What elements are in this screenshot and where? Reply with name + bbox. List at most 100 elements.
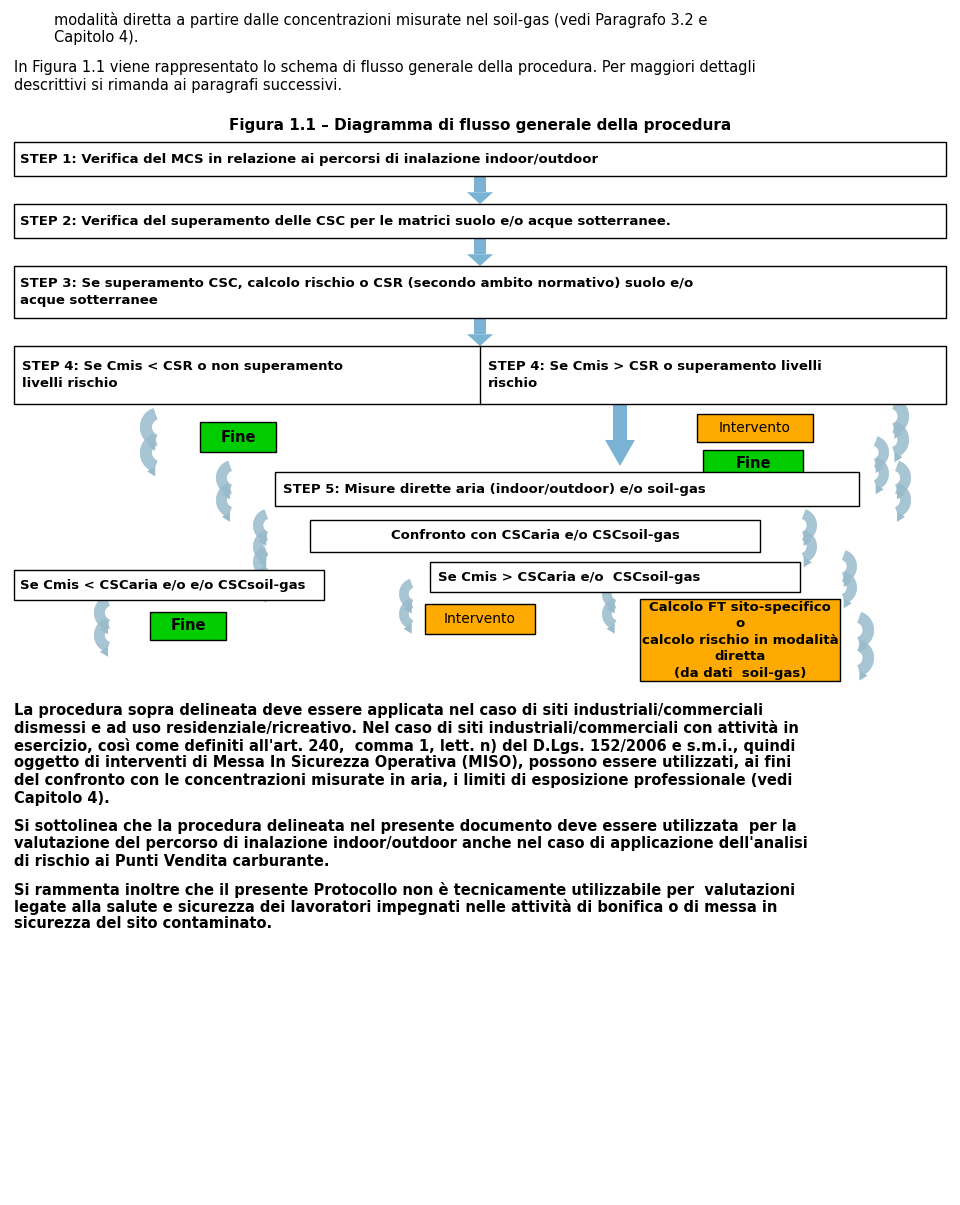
Polygon shape <box>896 462 911 494</box>
Polygon shape <box>474 318 486 334</box>
Polygon shape <box>875 458 889 489</box>
Polygon shape <box>216 462 231 494</box>
Text: Si rammenta inoltre che il presente Protocollo non è tecnicamente utilizzabile p: Si rammenta inoltre che il presente Prot… <box>14 882 795 898</box>
Polygon shape <box>876 463 884 474</box>
Polygon shape <box>399 599 413 629</box>
Polygon shape <box>605 440 635 466</box>
Polygon shape <box>844 598 852 609</box>
Polygon shape <box>603 580 615 609</box>
Polygon shape <box>258 572 266 582</box>
Text: STEP 4: Se Cmis < CSR o non superamento
livelli rischio: STEP 4: Se Cmis < CSR o non superamento … <box>22 360 343 389</box>
Text: legate alla salute e sicurezza dei lavoratori impegnati nelle attività di bonifi: legate alla salute e sicurezza dei lavor… <box>14 899 778 915</box>
FancyBboxPatch shape <box>430 562 800 592</box>
Text: Fine: Fine <box>170 618 205 634</box>
Polygon shape <box>253 531 268 563</box>
FancyBboxPatch shape <box>425 604 535 634</box>
Text: Se Cmis > CSCaria e/o  CSCsoil-gas: Se Cmis > CSCaria e/o CSCsoil-gas <box>438 570 701 583</box>
Text: STEP 2: Verifica del superamento delle CSC per le matrici suolo e/o acque sotter: STEP 2: Verifica del superamento delle C… <box>20 214 671 228</box>
Polygon shape <box>94 618 109 652</box>
Polygon shape <box>467 254 493 266</box>
Polygon shape <box>607 624 614 634</box>
Text: Figura 1.1 – Diagramma di flusso generale della procedura: Figura 1.1 – Diagramma di flusso general… <box>228 118 732 133</box>
Polygon shape <box>607 604 614 613</box>
Polygon shape <box>100 624 108 634</box>
Polygon shape <box>875 436 889 468</box>
Polygon shape <box>843 572 856 604</box>
Polygon shape <box>859 671 868 681</box>
Text: Fine: Fine <box>220 429 255 445</box>
Polygon shape <box>895 429 902 439</box>
Polygon shape <box>258 557 266 568</box>
FancyBboxPatch shape <box>14 266 946 318</box>
Polygon shape <box>253 546 268 577</box>
Text: valutazione del percorso di inalazione indoor/outdoor anche nel caso di applicaz: valutazione del percorso di inalazione i… <box>14 836 807 851</box>
Polygon shape <box>893 422 909 458</box>
Polygon shape <box>258 536 266 546</box>
Polygon shape <box>803 510 817 541</box>
Text: modalità diretta a partire dalle concentrazioni misurate nel soil-gas (vedi Para: modalità diretta a partire dalle concent… <box>54 12 708 28</box>
Text: Confronto con CSCaria e/o CSCsoil-gas: Confronto con CSCaria e/o CSCsoil-gas <box>391 529 680 542</box>
FancyBboxPatch shape <box>640 599 840 681</box>
Polygon shape <box>100 647 108 657</box>
Polygon shape <box>467 193 493 204</box>
Text: Se Cmis < CSCaria e/o e/o CSCsoil-gas: Se Cmis < CSCaria e/o e/o CSCsoil-gas <box>20 578 305 592</box>
Polygon shape <box>613 404 627 440</box>
FancyBboxPatch shape <box>310 521 760 552</box>
Polygon shape <box>843 551 856 582</box>
Text: La procedura sopra delineata deve essere applicata nel caso di siti industriali/: La procedura sopra delineata deve essere… <box>14 703 763 718</box>
Text: STEP 3: Se superamento CSC, calcolo rischio o CSR (secondo ambito normativo) suo: STEP 3: Se superamento CSC, calcolo risc… <box>20 277 693 307</box>
Text: descrittivi si rimanda ai paragrafi successivi.: descrittivi si rimanda ai paragrafi succ… <box>14 78 342 93</box>
Text: In Figura 1.1 viene rappresentato lo schema di flusso generale della procedura. : In Figura 1.1 viene rappresentato lo sch… <box>14 60 756 75</box>
Text: Intervento: Intervento <box>719 421 791 435</box>
Polygon shape <box>896 483 911 517</box>
FancyBboxPatch shape <box>14 346 946 404</box>
Polygon shape <box>222 512 230 522</box>
FancyBboxPatch shape <box>200 422 276 452</box>
Polygon shape <box>253 510 268 541</box>
FancyBboxPatch shape <box>14 570 324 600</box>
Text: Si sottolinea che la procedura delineata nel presente documento deve essere util: Si sottolinea che la procedura delineata… <box>14 818 797 834</box>
Polygon shape <box>876 484 884 494</box>
FancyBboxPatch shape <box>150 612 226 640</box>
FancyBboxPatch shape <box>703 449 803 476</box>
Polygon shape <box>803 531 817 563</box>
Text: Intervento: Intervento <box>444 612 516 627</box>
Text: sicurezza del sito contaminato.: sicurezza del sito contaminato. <box>14 917 272 931</box>
Text: del confronto con le concentrazioni misurate in aria, i limiti di esposizione pr: del confronto con le concentrazioni misu… <box>14 772 792 788</box>
Polygon shape <box>140 434 157 471</box>
FancyBboxPatch shape <box>275 472 859 506</box>
Polygon shape <box>94 596 109 629</box>
FancyBboxPatch shape <box>697 415 813 442</box>
Polygon shape <box>857 640 874 676</box>
Text: Calcolo FT sito-specifico
o
calcolo rischio in modalità
diretta
(da dati  soil-g: Calcolo FT sito-specifico o calcolo risc… <box>641 600 838 680</box>
Text: Capitolo 4).: Capitolo 4). <box>14 790 109 805</box>
Text: STEP 5: Misure dirette aria (indoor/outdoor) e/o soil-gas: STEP 5: Misure dirette aria (indoor/outd… <box>283 482 706 495</box>
Polygon shape <box>403 604 412 613</box>
FancyBboxPatch shape <box>14 204 946 239</box>
Polygon shape <box>893 399 909 434</box>
Polygon shape <box>403 624 412 634</box>
Text: Capitolo 4).: Capitolo 4). <box>54 30 138 45</box>
Polygon shape <box>859 642 868 653</box>
Text: STEP 4: Se Cmis > CSR o superamento livelli
rischio: STEP 4: Se Cmis > CSR o superamento live… <box>488 360 822 389</box>
Polygon shape <box>474 176 486 193</box>
Polygon shape <box>253 566 268 598</box>
Polygon shape <box>467 334 493 346</box>
Text: STEP 1: Verifica del MCS in relazione ai percorsi di inalazione indoor/outdoor: STEP 1: Verifica del MCS in relazione ai… <box>20 153 598 165</box>
Polygon shape <box>147 466 156 476</box>
Polygon shape <box>857 612 874 647</box>
Polygon shape <box>603 599 615 629</box>
Text: esercizio, così come definiti all'art. 240,  comma 1, lett. n) del D.Lgs. 152/20: esercizio, così come definiti all'art. 2… <box>14 737 796 754</box>
Polygon shape <box>804 536 812 546</box>
Text: oggetto di interventi di Messa In Sicurezza Operativa (MISO), possono essere uti: oggetto di interventi di Messa In Sicure… <box>14 756 791 770</box>
Text: dismessi e ad uso residenziale/ricreativo. Nel caso di siti industriali/commerci: dismessi e ad uso residenziale/ricreativ… <box>14 721 799 735</box>
Polygon shape <box>216 483 231 517</box>
Polygon shape <box>258 593 266 602</box>
Polygon shape <box>222 489 230 499</box>
Text: di rischio ai Punti Vendita carburante.: di rischio ai Punti Vendita carburante. <box>14 853 329 869</box>
FancyBboxPatch shape <box>14 142 946 176</box>
Polygon shape <box>140 408 157 446</box>
Polygon shape <box>844 577 852 587</box>
Polygon shape <box>399 580 413 609</box>
Polygon shape <box>897 489 905 499</box>
